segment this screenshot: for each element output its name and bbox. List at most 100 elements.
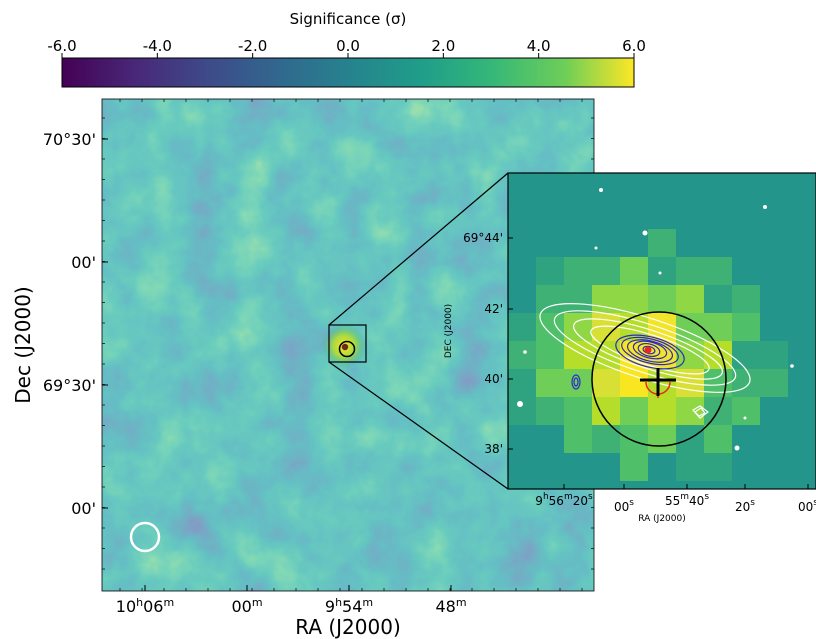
inset-pixel bbox=[592, 425, 621, 454]
inset-pixel bbox=[564, 201, 593, 230]
inset-pixel bbox=[676, 257, 705, 286]
inset-pixel bbox=[648, 201, 677, 230]
zoom-box bbox=[328, 324, 367, 363]
source-marker bbox=[341, 343, 349, 351]
inset-pixel bbox=[760, 481, 789, 489]
star-dot bbox=[790, 364, 794, 368]
main-map: 10h06m 00m 9h54m 48m 70°30' 00' 69°30' 00' RA (… bbox=[11, 98, 595, 639]
inset-pixel bbox=[732, 173, 761, 202]
source-circle bbox=[338, 340, 356, 358]
inset-pixel bbox=[760, 173, 789, 202]
inset-pixel bbox=[620, 481, 649, 489]
inset-pixel bbox=[564, 453, 593, 482]
inner-contour bbox=[571, 374, 581, 390]
inset-pixel bbox=[676, 173, 705, 202]
inset-pixel bbox=[536, 425, 565, 454]
inset-pixel bbox=[704, 285, 733, 314]
inset-pixel bbox=[760, 369, 789, 398]
inset-frame bbox=[507, 172, 816, 490]
colorbar-tick-label: -6.0 bbox=[47, 37, 76, 55]
inset-pixel bbox=[704, 453, 733, 482]
inset-y-tick-label: 69°44' bbox=[463, 231, 503, 245]
inset-pixel bbox=[592, 257, 621, 286]
inset-pixel bbox=[564, 425, 593, 454]
inset-pixel bbox=[508, 173, 537, 202]
inset-pixel bbox=[620, 257, 649, 286]
colorbar-tick-label: 0.0 bbox=[336, 37, 360, 55]
inset-x-tick-label: 00s bbox=[614, 498, 634, 514]
inner-contour bbox=[621, 336, 679, 366]
inset-pixel bbox=[536, 397, 565, 426]
inset-pixel bbox=[508, 257, 537, 286]
inset-pixel bbox=[676, 229, 705, 258]
inset-pixel bbox=[704, 313, 733, 342]
inset-pixel bbox=[732, 229, 761, 258]
inset-pixel bbox=[732, 369, 761, 398]
inset-pixel bbox=[592, 229, 621, 258]
inset-pixel bbox=[704, 425, 733, 454]
inset-pixel bbox=[508, 313, 537, 342]
inset: 9h56m20s 00s 55m40s 20s 00s 69°44' 42' 40' 38' R… bbox=[444, 172, 816, 524]
inset-pixel bbox=[564, 285, 593, 314]
inset-pixel bbox=[788, 453, 816, 482]
inset-y-tick-label: 40' bbox=[484, 372, 503, 386]
inset-pixel bbox=[536, 201, 565, 230]
inset-pixel bbox=[676, 481, 705, 489]
inset-pixel bbox=[508, 369, 537, 398]
inset-pixel bbox=[732, 453, 761, 482]
star-dot bbox=[658, 271, 662, 275]
inset-pixel bbox=[676, 453, 705, 482]
inset-pixel bbox=[648, 397, 677, 426]
inset-pixel bbox=[760, 313, 789, 342]
inset-pixel bbox=[536, 341, 565, 370]
inset-pixel bbox=[732, 285, 761, 314]
star-dot bbox=[734, 445, 740, 451]
psf-circle bbox=[129, 521, 161, 553]
inset-pixel bbox=[788, 481, 816, 489]
inset-pixel bbox=[676, 285, 705, 314]
inset-pixel bbox=[732, 397, 761, 426]
main-x-tick-label: 00m bbox=[231, 596, 262, 616]
inset-pixel bbox=[704, 173, 733, 202]
inset-pixel bbox=[536, 285, 565, 314]
colorbar-tick-label: 4.0 bbox=[527, 37, 551, 55]
main-y-tick-label: 00' bbox=[71, 499, 96, 518]
inset-pixel bbox=[592, 453, 621, 482]
colorbar-tick-label: 2.0 bbox=[431, 37, 455, 55]
zoom-connector-top bbox=[328, 172, 509, 326]
colorbar-ticks: -6.0 -4.0 -2.0 0.0 2.0 4.0 6.0 bbox=[47, 37, 646, 58]
inset-pixel bbox=[620, 201, 649, 230]
main-map-ticks: 10h06m 00m 9h54m 48m 70°30' 00' 69°30' 00' bbox=[43, 99, 594, 616]
inner-contour bbox=[626, 339, 674, 363]
inset-pixel bbox=[564, 257, 593, 286]
position-error-circle bbox=[591, 311, 727, 447]
inset-y-tick-label: 42' bbox=[484, 302, 503, 316]
inset-pixel bbox=[508, 481, 537, 489]
inset-pixel bbox=[620, 425, 649, 454]
zoom-connector-bottom bbox=[328, 361, 509, 490]
inset-pixel bbox=[648, 257, 677, 286]
inset-pixel bbox=[648, 453, 677, 482]
inset-pixel bbox=[732, 201, 761, 230]
inset-pixel bbox=[508, 341, 537, 370]
outer-contour bbox=[590, 325, 710, 375]
star-dot bbox=[763, 205, 767, 209]
inset-pixel bbox=[536, 369, 565, 398]
inset-xlabel: RA (J2000) bbox=[638, 514, 686, 524]
inset-pixel bbox=[788, 173, 816, 202]
inset-pixel bbox=[788, 201, 816, 230]
inset-pixel bbox=[676, 201, 705, 230]
inset-pixel bbox=[564, 481, 593, 489]
star-dot bbox=[599, 188, 603, 192]
colorbar-label: Significance (σ) bbox=[290, 10, 407, 28]
star-dot bbox=[517, 401, 523, 407]
inset-pixel bbox=[704, 481, 733, 489]
inset-pixel bbox=[564, 313, 593, 342]
inset-pixel bbox=[732, 341, 761, 370]
inset-pixel bbox=[648, 481, 677, 489]
outer-contour bbox=[572, 318, 724, 380]
inset-pixel bbox=[620, 173, 649, 202]
inset-pixel bbox=[508, 229, 537, 258]
inset-pixel bbox=[732, 257, 761, 286]
